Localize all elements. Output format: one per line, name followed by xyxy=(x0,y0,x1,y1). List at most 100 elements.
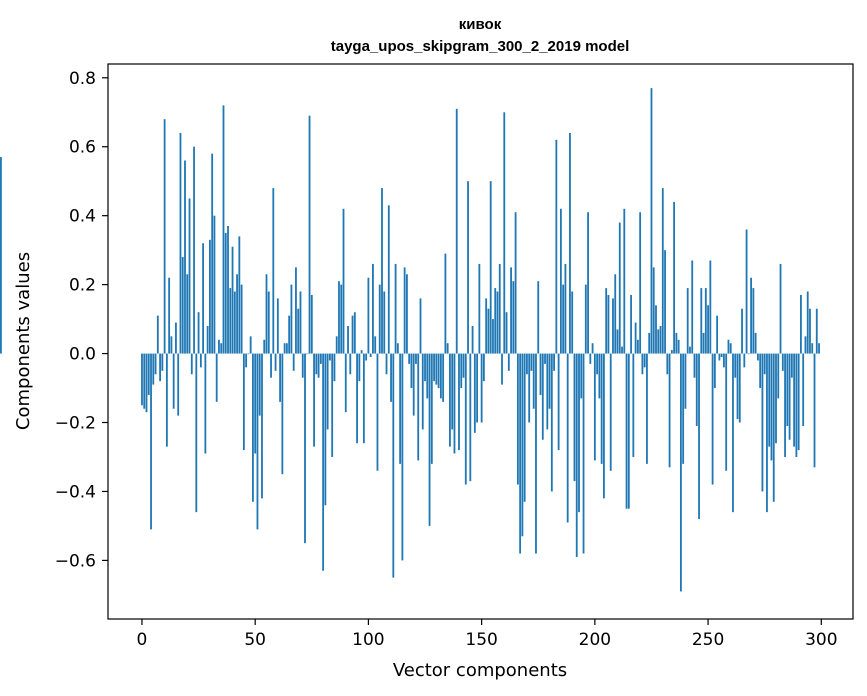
bar-233 xyxy=(668,353,671,468)
bar-297 xyxy=(813,353,816,468)
bar-12 xyxy=(168,277,171,354)
bar-42 xyxy=(236,274,238,354)
bar-162 xyxy=(507,353,510,371)
y-axis-ticks: −0.6 −0.4 −0.2 0.0 0.2 0.4 0.6 0.8 xyxy=(55,69,108,571)
bar-69 xyxy=(297,308,300,354)
bar-65 xyxy=(288,315,291,354)
bar-155 xyxy=(492,319,494,354)
bar-265 xyxy=(741,308,743,354)
bar-159 xyxy=(501,353,503,385)
bar-247 xyxy=(700,288,703,354)
bar-125 xyxy=(424,353,426,382)
bar-206 xyxy=(607,294,610,354)
bar-38 xyxy=(227,226,229,354)
bar-240 xyxy=(684,353,687,409)
x-tick-label: 50 xyxy=(244,630,266,650)
bar-267 xyxy=(745,229,748,354)
bar-213 xyxy=(623,208,626,354)
bar-92 xyxy=(349,353,352,375)
bar-172 xyxy=(530,353,533,371)
bar-256 xyxy=(720,353,723,358)
bar-99 xyxy=(365,353,368,361)
bar-80 xyxy=(322,353,325,571)
bar-33 xyxy=(215,353,218,402)
bar-17 xyxy=(179,132,182,354)
bar-186 xyxy=(562,284,565,354)
bar-187 xyxy=(564,263,567,354)
bar-74 xyxy=(308,115,311,354)
bar-264 xyxy=(738,353,741,423)
bar-140 xyxy=(458,353,460,451)
bar-131 xyxy=(437,353,440,389)
y-tick-label: 0.4 xyxy=(69,207,96,227)
bar-119 xyxy=(410,353,413,389)
bar-45 xyxy=(242,353,245,451)
bar-270 xyxy=(752,288,755,354)
bar-50 xyxy=(254,353,257,454)
bar-204 xyxy=(603,353,605,499)
bar-180 xyxy=(548,353,551,409)
bar-112 xyxy=(394,263,397,354)
bar-225 xyxy=(650,88,653,354)
bar-182 xyxy=(553,353,555,371)
bar-195 xyxy=(582,353,585,554)
bar-13 xyxy=(170,336,173,354)
bar-150 xyxy=(480,353,483,423)
bar-83 xyxy=(329,353,331,361)
bar-72 xyxy=(304,353,306,544)
bar-58 xyxy=(272,188,275,354)
bar-5 xyxy=(152,353,155,385)
bar-284 xyxy=(784,353,786,457)
bar-136 xyxy=(449,353,451,447)
bar-169 xyxy=(523,353,526,502)
bar-22 xyxy=(190,353,193,375)
bar-254 xyxy=(716,315,719,354)
bar-56 xyxy=(267,291,270,354)
bar-9 xyxy=(161,353,164,371)
bar-269 xyxy=(750,277,752,354)
bar-3 xyxy=(147,353,150,395)
bar-36 xyxy=(222,105,225,354)
bar-239 xyxy=(682,353,685,464)
bar-160 xyxy=(503,112,506,354)
bar-67 xyxy=(292,353,295,371)
bar-242 xyxy=(689,346,691,354)
bar-199 xyxy=(591,343,594,354)
bar-248 xyxy=(702,332,705,354)
x-tick-label: 200 xyxy=(579,630,611,650)
bar-10 xyxy=(163,119,166,354)
bar-286 xyxy=(788,353,791,440)
bar-283 xyxy=(781,353,784,371)
bar-238 xyxy=(680,353,682,592)
bar-60 xyxy=(276,298,279,354)
bar-105 xyxy=(378,284,381,354)
bar-49 xyxy=(252,353,254,502)
bar-133 xyxy=(442,353,445,402)
bar-235 xyxy=(673,201,676,354)
bar-7 xyxy=(156,315,159,354)
bar-151 xyxy=(482,353,485,382)
bar-252 xyxy=(711,353,714,485)
bar-234 xyxy=(670,350,673,354)
bar-243 xyxy=(691,260,694,354)
bar-209 xyxy=(614,274,617,354)
bar-120 xyxy=(412,353,415,416)
bar-148 xyxy=(476,353,479,423)
bar-96 xyxy=(358,353,361,382)
bar-115 xyxy=(401,353,404,561)
plot-frame xyxy=(107,63,854,620)
bar-76 xyxy=(313,353,315,447)
bar-296 xyxy=(811,343,814,354)
bar-25 xyxy=(197,312,200,354)
bar-259 xyxy=(727,339,730,354)
bar-282 xyxy=(779,263,782,354)
bar-250 xyxy=(707,305,709,354)
y-tick-label: 0.0 xyxy=(69,345,96,365)
y-tick-label: −0.6 xyxy=(55,551,96,571)
bar-90 xyxy=(344,353,347,413)
bar-46 xyxy=(245,353,248,368)
x-axis-label: Vector components xyxy=(393,660,567,681)
bar-290 xyxy=(797,353,800,451)
bar-212 xyxy=(621,346,623,354)
